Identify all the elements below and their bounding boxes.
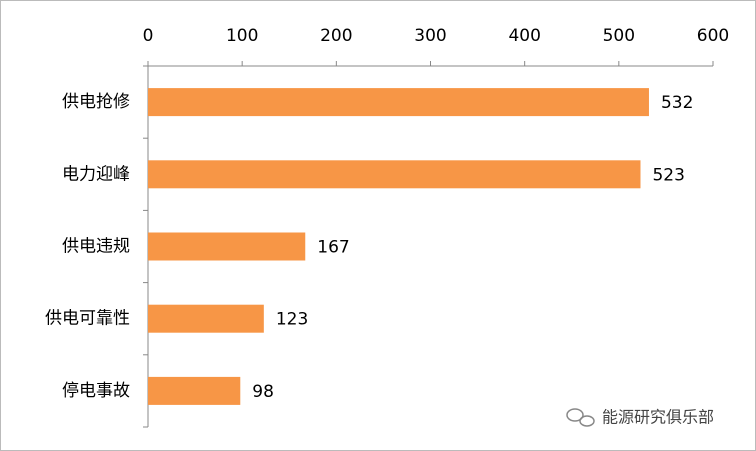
y-tick-label: 停电事故 — [62, 381, 130, 401]
y-tick-label: 供电抢修 — [62, 92, 130, 112]
x-tick-label: 0 — [143, 26, 154, 46]
watermark-icon — [566, 408, 595, 427]
bar — [148, 304, 264, 333]
value-label: 167 — [317, 238, 349, 258]
watermark: 能源研究俱乐部 — [602, 408, 714, 427]
x-tick-label: 500 — [603, 26, 635, 46]
y-tick-label: 供电可靠性 — [45, 309, 130, 329]
y-tick-label: 供电违规 — [62, 237, 130, 257]
x-tick-label: 600 — [697, 26, 729, 46]
bar — [148, 376, 241, 405]
y-tick-label: 电力迎峰 — [62, 164, 130, 184]
value-label: 98 — [252, 382, 274, 402]
value-label: 123 — [276, 310, 308, 330]
bar — [148, 88, 649, 117]
value-label: 523 — [652, 165, 684, 185]
x-tick-label: 200 — [320, 26, 352, 46]
bar — [148, 160, 641, 189]
x-tick-label: 300 — [414, 26, 446, 46]
value-label: 532 — [661, 93, 693, 113]
bar — [148, 232, 306, 261]
x-tick-label: 400 — [508, 26, 540, 46]
x-tick-label: 100 — [226, 26, 258, 46]
